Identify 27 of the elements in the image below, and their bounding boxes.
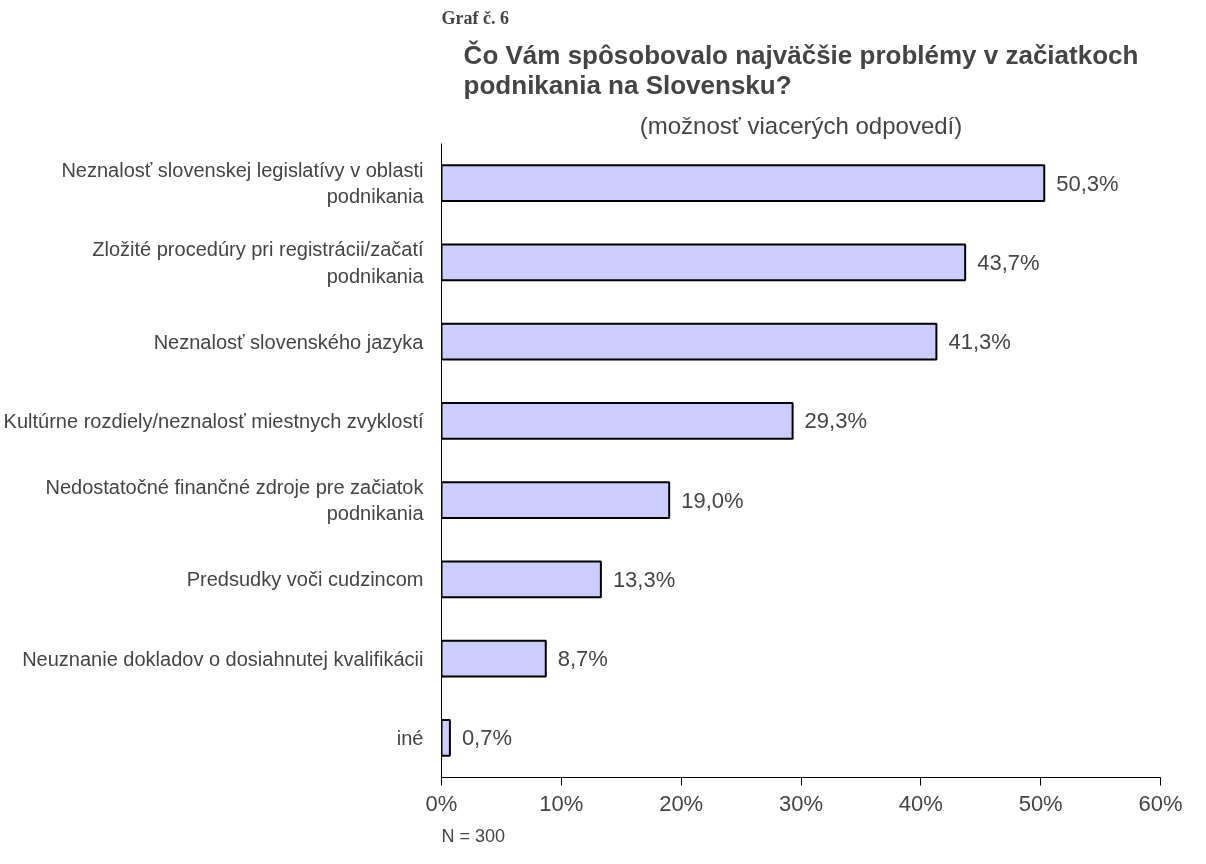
y-tick-label: Neznalosť slovenskej legislatívy v oblasti podnikania: [61, 158, 425, 208]
y-tick-label: Kultúrne rozdiely/neznalosť miestnych zvyklostí: [3, 409, 424, 432]
data-label: 8,7%: [557, 646, 608, 672]
data-label: 13,3%: [612, 566, 676, 592]
data-label: 41,3%: [948, 329, 1011, 355]
data-label: 19,0%: [681, 487, 744, 513]
data-label: 43,7%: [977, 249, 1040, 275]
y-tick-label: Neuznanie dokladov o dosiahnutej kvalifikácii: [22, 647, 424, 670]
x-tick-label: 20%: [659, 790, 704, 816]
data-label: 29,3%: [804, 408, 867, 434]
x-tick-label: 60%: [1138, 790, 1183, 816]
y-tick-label: Predsudky voči cudzincom: [186, 568, 424, 591]
text: Graf č. 6: [441, 7, 509, 28]
data-label: 50,3%: [1056, 170, 1119, 196]
x-tick-label: 50%: [1018, 790, 1063, 816]
y-tick-label: iné: [396, 726, 424, 749]
x-tick-label: 0%: [425, 790, 458, 816]
x-tick-label: 40%: [898, 790, 943, 816]
y-tick-label: Zložité procedúry pri registrácii/začatí podnikania: [92, 238, 425, 287]
chart-title: Čo Vám spôsobovalo najväčšie problémy v začiatkoch podnikania na Slovensku?: [463, 39, 1139, 100]
text: N = 300: [441, 825, 506, 846]
data-label: 0,7%: [461, 725, 513, 751]
chart-subtitle: (možnosť viacerých odpovedí): [639, 111, 963, 139]
y-tick-label: Neznalosť slovenského jazyka: [153, 330, 425, 353]
x-tick-label: 30%: [778, 790, 824, 816]
y-tick-label: Nedostatočné finančné zdroje pre začiatok podnikania: [45, 475, 425, 525]
x-tick-label: 10%: [539, 790, 584, 816]
